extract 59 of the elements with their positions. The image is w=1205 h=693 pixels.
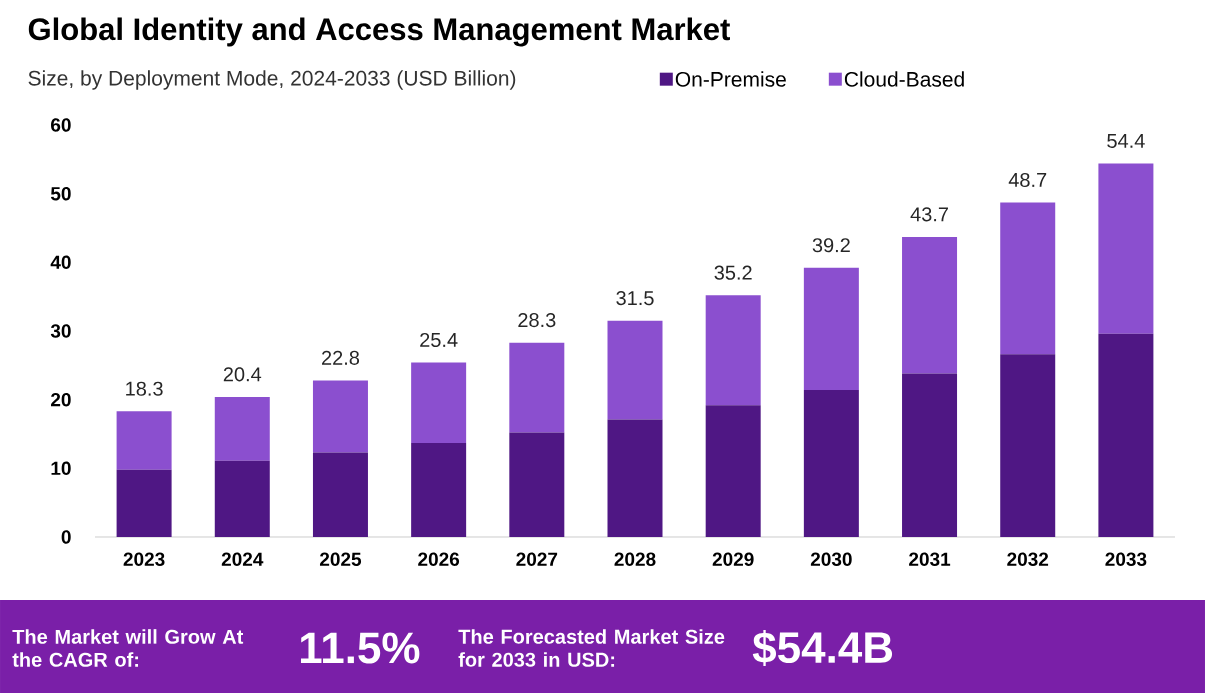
x-tick-label: 2031	[909, 552, 951, 567]
total-label: 28.3	[518, 312, 556, 328]
x-tick-label: 2032	[1007, 552, 1049, 567]
bar	[902, 236, 958, 374]
bar	[509, 432, 565, 537]
text: 11.5%	[300, 632, 420, 664]
chart-subtitle: Size, by Deployment Mode, 2024-2033 (USD Billion)	[28, 70, 516, 90]
bar	[705, 295, 761, 406]
x-tick-label: 2023	[123, 552, 165, 567]
y-tick-label: 10	[51, 461, 71, 476]
x-tick-label: 2028	[614, 552, 656, 566]
x-tick-label: 2024	[221, 552, 264, 566]
x-tick-label: 2033	[1105, 552, 1147, 567]
bar	[607, 320, 663, 420]
bar	[214, 396, 270, 461]
bar	[116, 411, 172, 470]
bar	[1000, 354, 1056, 537]
bar	[312, 452, 368, 537]
total-label: 31.5	[616, 291, 654, 306]
total-label: 43.7	[910, 207, 948, 222]
bar	[509, 342, 565, 433]
chart-title: Global Identity and Access Management Market	[28, 17, 730, 47]
x-tick-label: 2029	[712, 552, 754, 566]
bar	[411, 442, 467, 537]
bar	[1098, 333, 1154, 537]
text: The Forecasted Market Size for 2033 in USD:	[458, 629, 725, 667]
y-tick-label: 60	[51, 118, 71, 132]
y-tick-label: 0	[61, 530, 71, 544]
bar	[1000, 202, 1056, 355]
total-label: 18.3	[126, 381, 163, 396]
bar	[803, 267, 859, 391]
legend-label: On-Premise	[675, 71, 786, 87]
bar	[116, 469, 172, 537]
bar	[705, 405, 761, 537]
y-tick-label: 30	[50, 324, 71, 338]
text: $54.4B	[752, 630, 893, 666]
bar	[1098, 163, 1154, 334]
x-tick-label: 2030	[810, 552, 852, 567]
bar	[411, 362, 467, 443]
y-tick-label: 50	[50, 186, 71, 201]
bar	[902, 373, 958, 537]
legend-label: Cloud-Based	[844, 71, 964, 87]
bar	[312, 380, 368, 453]
total-label: 48.7	[1008, 172, 1047, 188]
total-label: 35.2	[714, 265, 752, 280]
total-label: 22.8	[322, 350, 360, 365]
x-tick-label: 2027	[516, 552, 558, 566]
total-label: 39.2	[812, 238, 850, 253]
bar	[803, 390, 859, 537]
bar	[607, 419, 663, 537]
total-label: 25.4	[420, 332, 458, 348]
x-tick-label: 2026	[418, 552, 460, 566]
x-tick-label: 2025	[319, 552, 362, 566]
text: The Market will Grow At the CAGR of:	[12, 629, 244, 667]
total-label: 54.4	[1107, 133, 1145, 148]
total-label: 20.4	[223, 367, 262, 382]
y-tick-label: 20	[51, 392, 71, 407]
bar	[214, 460, 270, 537]
y-tick-label: 40	[50, 255, 71, 270]
